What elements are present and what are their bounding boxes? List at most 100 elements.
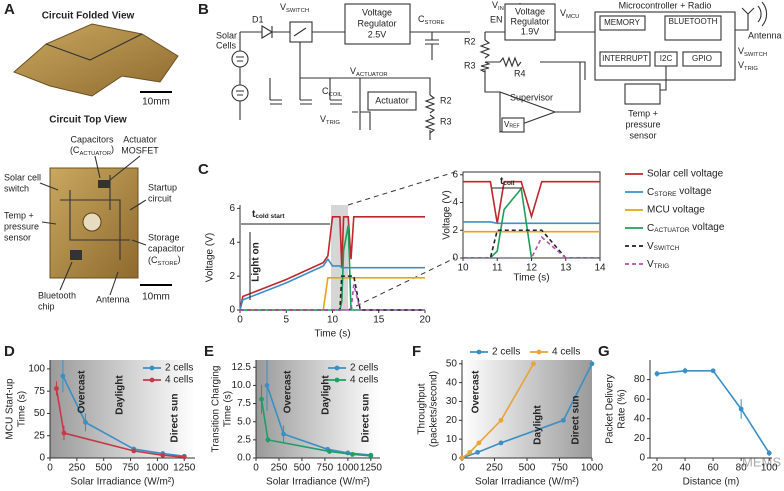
x-tick-label: 10 [457,263,469,274]
y-tick-label: 80 [634,374,646,385]
block [599,15,646,31]
panel-label: A [4,1,15,18]
axes [649,360,772,459]
schematic-label: CCOIL [322,86,343,97]
y-tick-label: 7.5 [237,398,251,409]
data-point [350,451,355,457]
series-line [240,284,425,311]
text-part: TRIG [744,65,758,71]
inset-chart: 10 11 12 13 14 0 2 4 6 Time (s) Voltage (V) tcoil [442,169,606,283]
x-tick-label: 250 [271,463,288,474]
annotation: Light on [251,242,262,281]
series-line [656,369,770,454]
y-tick-label: 0 [639,453,645,464]
data-point [467,449,473,455]
y-tick-label: 50 [446,358,458,369]
data-point [654,371,660,377]
annotation: Overcast [77,370,88,413]
callout: MOSFET [121,145,159,155]
photo-title: Circuit Top View [49,115,127,126]
x-axis-label: Solar Irradiance (W/m²) [71,477,175,488]
legend-label: 4 cells [165,375,193,386]
y-tick-label: 75 [34,386,46,397]
resistors [424,39,522,134]
y-tick-label: 6 [452,169,458,180]
panel-label: D [4,343,15,360]
x-tick-label: 1250 [360,463,383,474]
legend-marker [476,349,482,355]
x-tick-label: 1250 [173,463,196,474]
schematic-label: I2C [660,54,673,63]
x-tick-label: 250 [486,463,503,474]
schematic-label: Actuator [375,95,409,105]
y-tick-label: 25 [34,430,46,441]
x-tick-label: 500 [95,463,112,474]
data-point [60,373,66,379]
x-tick-label: 0 [47,463,53,474]
y-axis-label: Throughput [417,383,428,434]
y-tick-label: 12.5 [232,362,252,373]
data-point [475,449,480,455]
legend-marker [536,349,542,355]
text-part: C [322,86,329,96]
schematic-label: 1.9V [521,26,540,36]
legend-marker [149,377,155,383]
schematic-label: Microcontroller + Radio [619,0,712,10]
text-part: STORE [654,191,677,198]
callout: circuit [148,193,172,203]
text-part: coil [503,180,514,187]
schematic-label: CSTORE [418,14,445,25]
schematic-label: pressure [625,119,660,129]
text-part: V [647,241,654,252]
y-tick-label: 2 [229,271,235,282]
text-part: voltage [677,186,712,197]
schematic-label: VSWITCH [738,46,767,57]
y-tick-label: 20 [634,433,646,444]
annotation: tcoil [500,176,515,187]
schematic-label: R4 [514,68,526,78]
y-axis-label: (packets/second) [429,371,440,447]
panel-a: Circuit Folded View 10mm Circuit Top Vie… [4,11,185,312]
legend-label: MCU voltage [647,205,705,216]
x-axis-label: Solar Irradiance (W/m²) [475,477,579,488]
wires [239,3,595,140]
data-point [281,431,286,437]
legend-label: VSWITCH [647,241,680,252]
schematic-label: Supervisor [510,92,553,102]
legend-label: 2 cells [350,363,378,374]
x-axis-label: Distance (m) [683,477,740,488]
data-point [265,437,271,443]
series-line [463,230,600,233]
x-tick-label: 10 [327,315,339,326]
x-axis-label: Solar Irradiance (W/m²) [266,477,370,488]
data-point [531,361,536,367]
text-part: SWITCH [286,7,309,13]
text-part: ACTUATOR [356,71,388,77]
x-tick-label: 750 [317,463,334,474]
text-part: V [320,114,326,124]
series-group [459,361,595,461]
data-point [498,440,504,446]
callout: Actuator [123,134,157,144]
actuator-box [367,91,417,111]
x-tick-label: 5 [283,315,289,326]
data-point [368,453,374,459]
y-tick-label: 60 [634,394,646,405]
schematic-label: VSWITCH [280,2,309,13]
legend-label: 2 cells [165,363,193,374]
callout: (CSTORE) [148,254,181,266]
data-point [589,361,595,367]
data-point [710,368,716,374]
y-tick-label: 5.0 [237,416,251,427]
folded-circuit-photo [13,23,179,97]
series-line [463,186,600,258]
series-group [654,367,772,457]
schematic-label: VMCU [560,8,579,19]
schematic-label: MEMORY [604,18,641,27]
annotation: Daylight [533,405,544,445]
data-point [264,383,270,388]
component [70,250,82,260]
capacitors [270,39,439,105]
schematic-label: 2.5V [368,29,387,39]
